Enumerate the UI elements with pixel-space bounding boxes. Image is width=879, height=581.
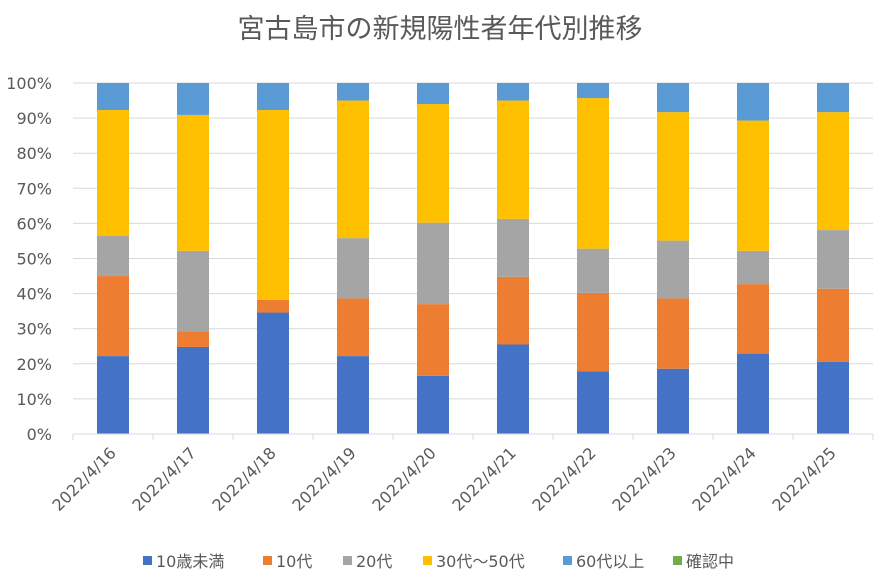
bar-segment [257,299,289,313]
x-tick-label: 2022/4/25 [768,443,839,514]
bar-segment [417,304,449,376]
chart-title: 宮古島市の新規陽性者年代別推移 [238,14,643,45]
legend-label: 30代～50代 [436,552,525,571]
bar-segment [817,230,849,289]
bar-segment [657,112,689,241]
bar-segment [737,250,769,285]
y-tick-label: 10% [16,390,52,409]
legend-swatch [673,556,682,565]
bar-segment [337,100,369,239]
legend-label: 60代以上 [576,552,644,571]
y-tick-label: 20% [16,355,52,374]
bar-segment [417,222,449,305]
y-tick-label: 90% [16,109,52,128]
bar-segment [657,298,689,369]
bar-segment [817,288,849,362]
y-tick-label: 70% [16,179,52,198]
bar-segment [97,236,129,277]
x-tick-label: 2022/4/22 [528,443,599,514]
x-tick-label: 2022/4/19 [288,443,359,514]
legend-label: 確認中 [686,552,734,571]
y-tick-label: 60% [16,214,52,233]
bar-segment [817,83,849,113]
bar-segment [817,112,849,231]
bar-segment [577,292,609,372]
x-tick-label: 2022/4/24 [688,443,759,514]
bar-segment [417,375,449,434]
bar-segment [97,83,129,111]
legend-swatch [563,556,572,565]
legend-label: 20代 [356,552,392,571]
bar-segment [737,284,769,354]
bar-segment [577,98,609,249]
x-tick-label: 2022/4/20 [368,443,439,514]
bar-segment [97,110,129,237]
bar-segment [177,331,209,347]
bar-segment [577,248,609,293]
x-tick-label: 2022/4/21 [448,443,519,514]
bar-segment [497,276,529,345]
bar-segment [257,110,289,300]
bar-segment [417,83,449,105]
y-tick-label: 30% [16,320,52,339]
bar-segment [337,83,369,101]
y-tick-label: 50% [16,250,52,269]
legend-label: 10歳未満 [156,552,224,571]
bar-segment [257,312,289,434]
bar-segment [177,250,209,332]
x-tick-label: 2022/4/17 [128,443,199,514]
bar-segment [737,120,769,251]
y-tick-label: 40% [16,285,52,304]
bar-segment [577,83,609,99]
bar-segment [657,368,689,434]
bar-segment [737,83,769,121]
bar-segment [577,371,609,434]
legend-label: 10代 [276,552,312,571]
x-tick-label: 2022/4/23 [608,443,679,514]
legend-swatch [143,556,152,565]
bar-segment [657,83,689,113]
legend-swatch [423,556,432,565]
bar-segment [497,83,529,101]
x-tick-label: 2022/4/18 [208,443,279,514]
bar-segment [97,356,129,434]
legend-swatch [263,556,272,565]
bar-segment [737,353,769,434]
bar-segment [337,238,369,299]
bar-segment [97,276,129,357]
bar-segment [497,218,529,277]
x-tick-label: 2022/4/16 [48,443,119,514]
legend-swatch [343,556,352,565]
bar-segment [177,83,209,115]
bar-segment [497,100,529,219]
y-tick-label: 100% [6,74,52,93]
bar-segment [817,361,849,434]
bar-segment [337,298,369,357]
bar-segment [417,104,449,223]
y-tick-label: 0% [27,425,52,444]
bar-segment [177,114,209,251]
bar-segment [657,240,689,299]
y-tick-label: 80% [16,144,52,163]
bar-segment [257,83,289,111]
bar-segment [177,346,209,434]
bar-segment [337,356,369,434]
bar-segment [497,344,529,434]
